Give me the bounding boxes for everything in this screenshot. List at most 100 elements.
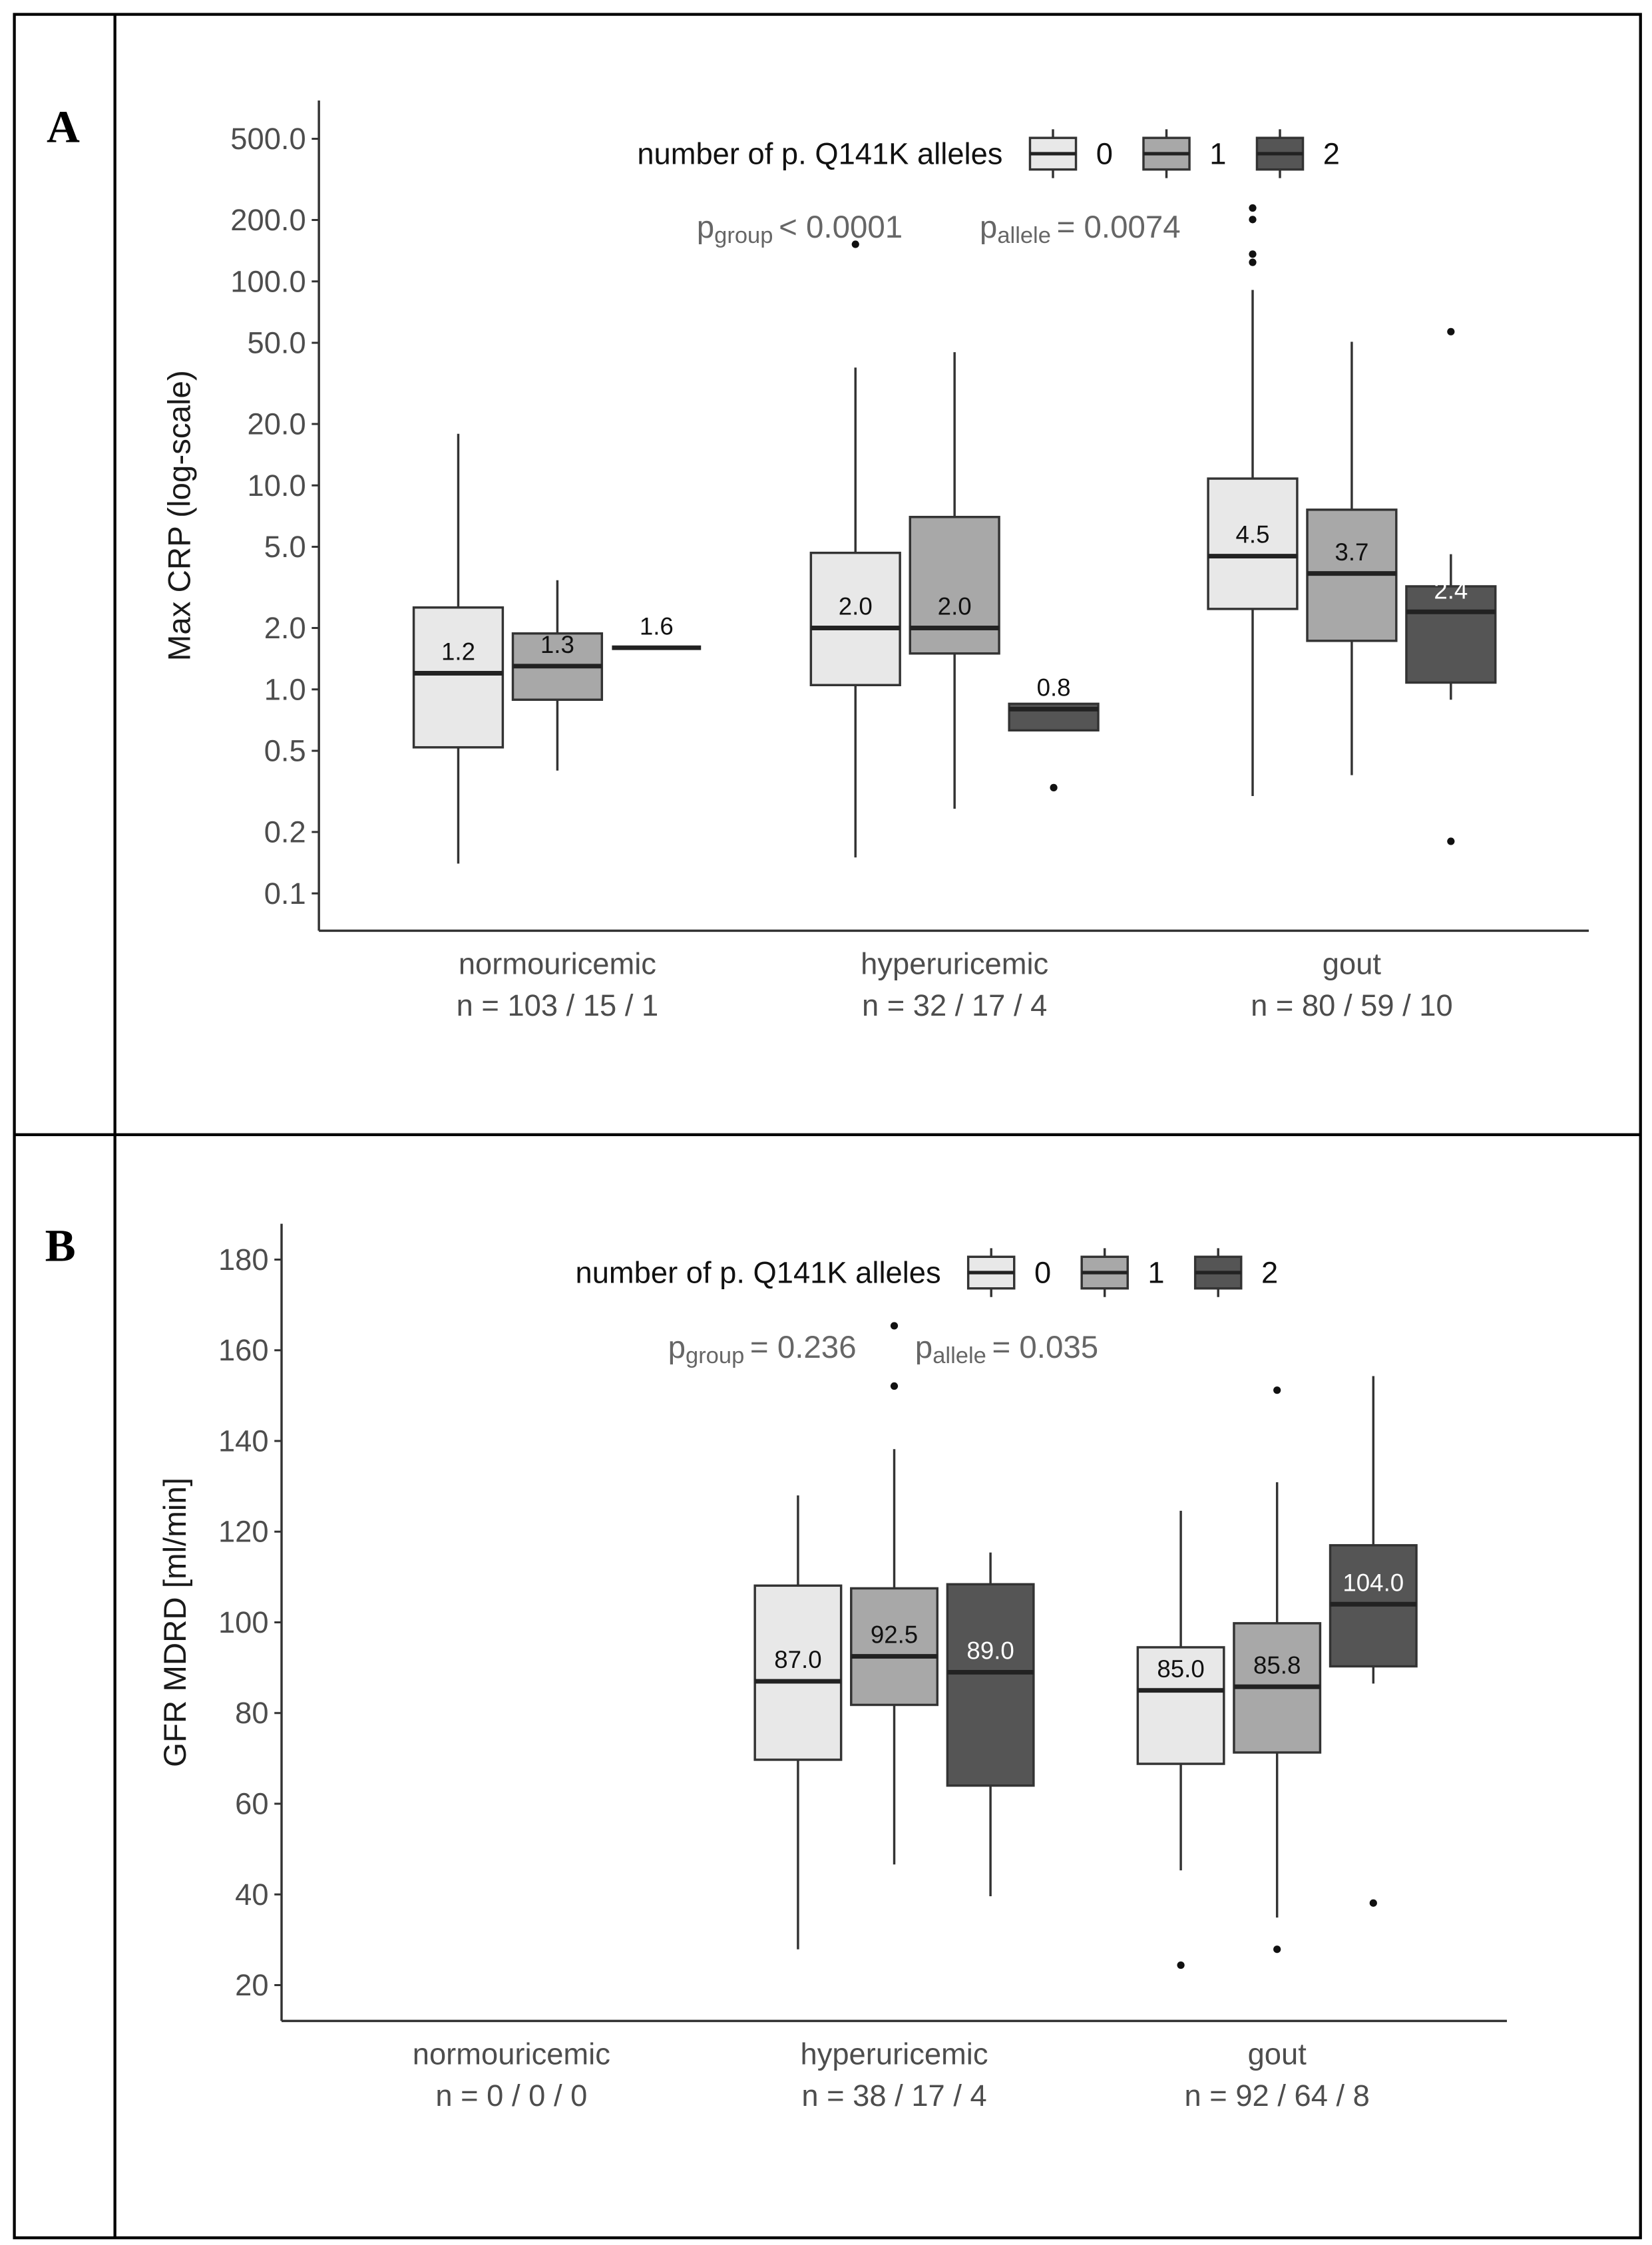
- annotation-symbol: p: [915, 1330, 932, 1365]
- annotation-subscript: allele: [932, 1343, 986, 1368]
- y-tick-label: 100: [218, 1605, 269, 1639]
- box: [850, 1587, 938, 1707]
- median-label: 2.4: [1434, 576, 1468, 604]
- outlier: [890, 1322, 899, 1330]
- x-tick-sublabel: n = 38 / 17 / 4: [801, 2079, 986, 2113]
- outlier: [1273, 1945, 1281, 1953]
- y-tick-label: 2.0: [264, 611, 306, 645]
- median-label: 92.5: [871, 1621, 918, 1649]
- outlier: [1177, 1961, 1185, 1969]
- box: [1405, 585, 1497, 684]
- annotation-subscript: allele: [997, 223, 1051, 248]
- outlier: [1447, 837, 1455, 845]
- legend-title: number of p. Q141K alleles: [576, 1256, 941, 1290]
- y-tick-label: 100.0: [230, 264, 306, 298]
- y-tick-label: 0.1: [264, 877, 306, 911]
- y-tick-label: 20.0: [248, 407, 306, 441]
- y-tick-label: 80: [235, 1696, 268, 1730]
- outlier: [1273, 1386, 1281, 1394]
- y-axis-title: Max CRP (log-scale): [162, 370, 197, 661]
- y-tick-label: 1.0: [264, 672, 306, 706]
- box: [909, 516, 1000, 655]
- outlier: [1249, 216, 1257, 224]
- table-border: [13, 13, 1642, 2240]
- outlier: [1447, 327, 1455, 335]
- x-tick-sublabel: n = 32 / 17 / 4: [862, 988, 1047, 1022]
- x-tick-sublabel: n = 0 / 0 / 0: [435, 2079, 587, 2113]
- x-tick-label: gout: [1248, 2037, 1307, 2071]
- y-tick-label: 20: [235, 1968, 268, 2002]
- outlier: [1369, 1899, 1377, 1907]
- y-tick-label: 180: [218, 1243, 269, 1277]
- median-label: 2.0: [839, 593, 873, 620]
- x-tick-sublabel: n = 80 / 59 / 10: [1251, 988, 1453, 1022]
- box: [946, 1583, 1035, 1787]
- legend-title: number of p. Q141K alleles: [637, 136, 1002, 170]
- median-label: 1.6: [640, 612, 674, 640]
- box: [412, 606, 505, 749]
- y-tick-label: 10.0: [248, 469, 306, 503]
- x-tick-sublabel: n = 103 / 15 / 1: [457, 988, 659, 1022]
- median-label: 104.0: [1342, 1569, 1404, 1596]
- annotation-text: < 0.0001: [779, 209, 903, 244]
- box: [753, 1584, 843, 1761]
- annotation-text: = 0.035: [992, 1330, 1098, 1365]
- x-tick-label: gout: [1323, 947, 1382, 981]
- median-label: 1.3: [540, 631, 574, 658]
- panel-label: B: [45, 1220, 76, 1271]
- y-tick-label: 0.5: [264, 734, 306, 768]
- outlier: [851, 240, 859, 248]
- panel-label: A: [47, 101, 80, 152]
- legend-label: 1: [1209, 136, 1226, 170]
- annotation-symbol: p: [980, 209, 997, 244]
- x-tick-sublabel: n = 92 / 64 / 8: [1184, 2079, 1369, 2113]
- y-tick-label: 5.0: [264, 530, 306, 564]
- median-label: 2.0: [938, 593, 972, 620]
- y-tick-label: 200.0: [230, 203, 306, 237]
- legend-label: 0: [1034, 1256, 1051, 1290]
- annotation: pgroup = 0.236: [668, 1330, 857, 1368]
- legend-label: 0: [1096, 136, 1113, 170]
- annotation-text: = 0.0074: [1057, 209, 1181, 244]
- legend-label: 1: [1147, 1256, 1164, 1290]
- annotation-subscript: group: [714, 223, 773, 248]
- median-label: 0.8: [1037, 674, 1071, 702]
- box: [809, 551, 901, 687]
- legend-label: 2: [1261, 1256, 1278, 1290]
- outlier: [1249, 250, 1257, 258]
- y-tick-label: 60: [235, 1787, 268, 1821]
- annotation: pgroup < 0.0001: [697, 209, 903, 248]
- median-label: 87.0: [774, 1646, 821, 1673]
- annotation-text: = 0.236: [750, 1330, 857, 1365]
- annotation-symbol: p: [668, 1330, 686, 1365]
- median-label: 85.0: [1157, 1655, 1204, 1683]
- outlier: [1050, 783, 1058, 791]
- y-tick-label: 160: [218, 1333, 269, 1367]
- median-label: 3.7: [1335, 538, 1368, 566]
- median-label: 85.8: [1253, 1651, 1301, 1679]
- y-tick-label: 140: [218, 1424, 269, 1458]
- median-label: 4.5: [1236, 521, 1270, 548]
- y-tick-label: 0.2: [264, 815, 306, 849]
- y-tick-label: 500.0: [230, 122, 306, 156]
- y-tick-label: 120: [218, 1515, 269, 1549]
- box: [1207, 477, 1299, 610]
- annotation: pallele = 0.035: [915, 1330, 1098, 1368]
- x-tick-label: normouricemic: [459, 947, 656, 981]
- y-tick-label: 40: [235, 1878, 268, 1912]
- median-label: 1.2: [441, 638, 475, 666]
- box: [1136, 1646, 1225, 1765]
- x-tick-label: hyperuricemic: [800, 2037, 988, 2071]
- legend-label: 2: [1323, 136, 1340, 170]
- annotation: pallele = 0.0074: [980, 209, 1181, 248]
- annotation-symbol: p: [697, 209, 714, 244]
- outlier: [890, 1382, 899, 1390]
- y-tick-label: 50.0: [248, 326, 306, 360]
- y-axis-title: GFR MDRD [ml/min]: [158, 1478, 193, 1767]
- x-tick-label: hyperuricemic: [861, 947, 1048, 981]
- median-label: 89.0: [966, 1637, 1014, 1665]
- outlier: [1249, 204, 1257, 212]
- annotation-subscript: group: [686, 1343, 744, 1368]
- outlier: [1249, 258, 1257, 266]
